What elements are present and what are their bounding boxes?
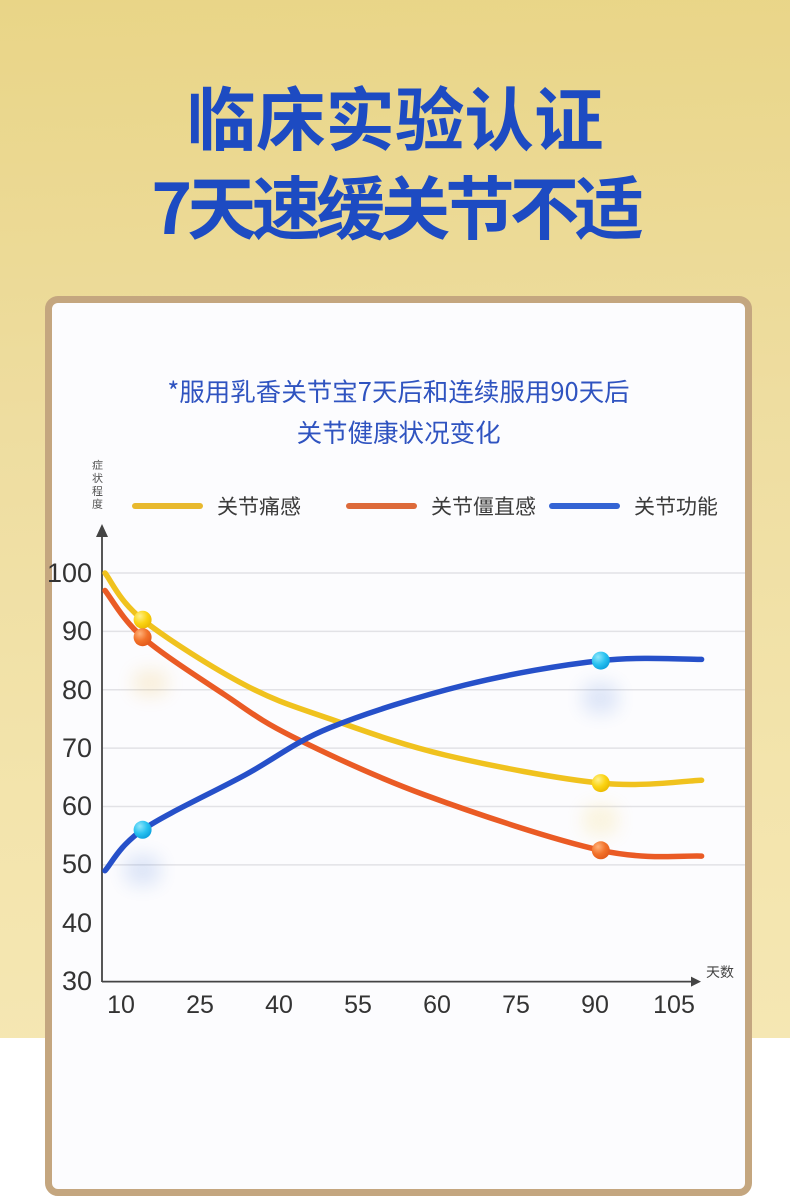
svg-text:50: 50	[62, 849, 92, 879]
svg-text:60: 60	[62, 791, 92, 821]
svg-text:90: 90	[62, 616, 92, 646]
svg-text:30: 30	[62, 966, 92, 996]
svg-text:40: 40	[265, 991, 293, 1019]
svg-text:80: 80	[62, 675, 92, 705]
svg-text:25: 25	[186, 991, 214, 1019]
svg-text:105: 105	[653, 991, 695, 1019]
svg-text:70: 70	[62, 733, 92, 763]
svg-text:40: 40	[62, 908, 92, 938]
svg-text:天数: 天数	[706, 962, 734, 982]
svg-text:75: 75	[502, 991, 530, 1019]
svg-text:90: 90	[581, 991, 609, 1019]
svg-text:60: 60	[423, 991, 451, 1019]
svg-text:55: 55	[344, 991, 372, 1019]
svg-text:10: 10	[107, 991, 135, 1019]
svg-text:100: 100	[47, 558, 92, 588]
